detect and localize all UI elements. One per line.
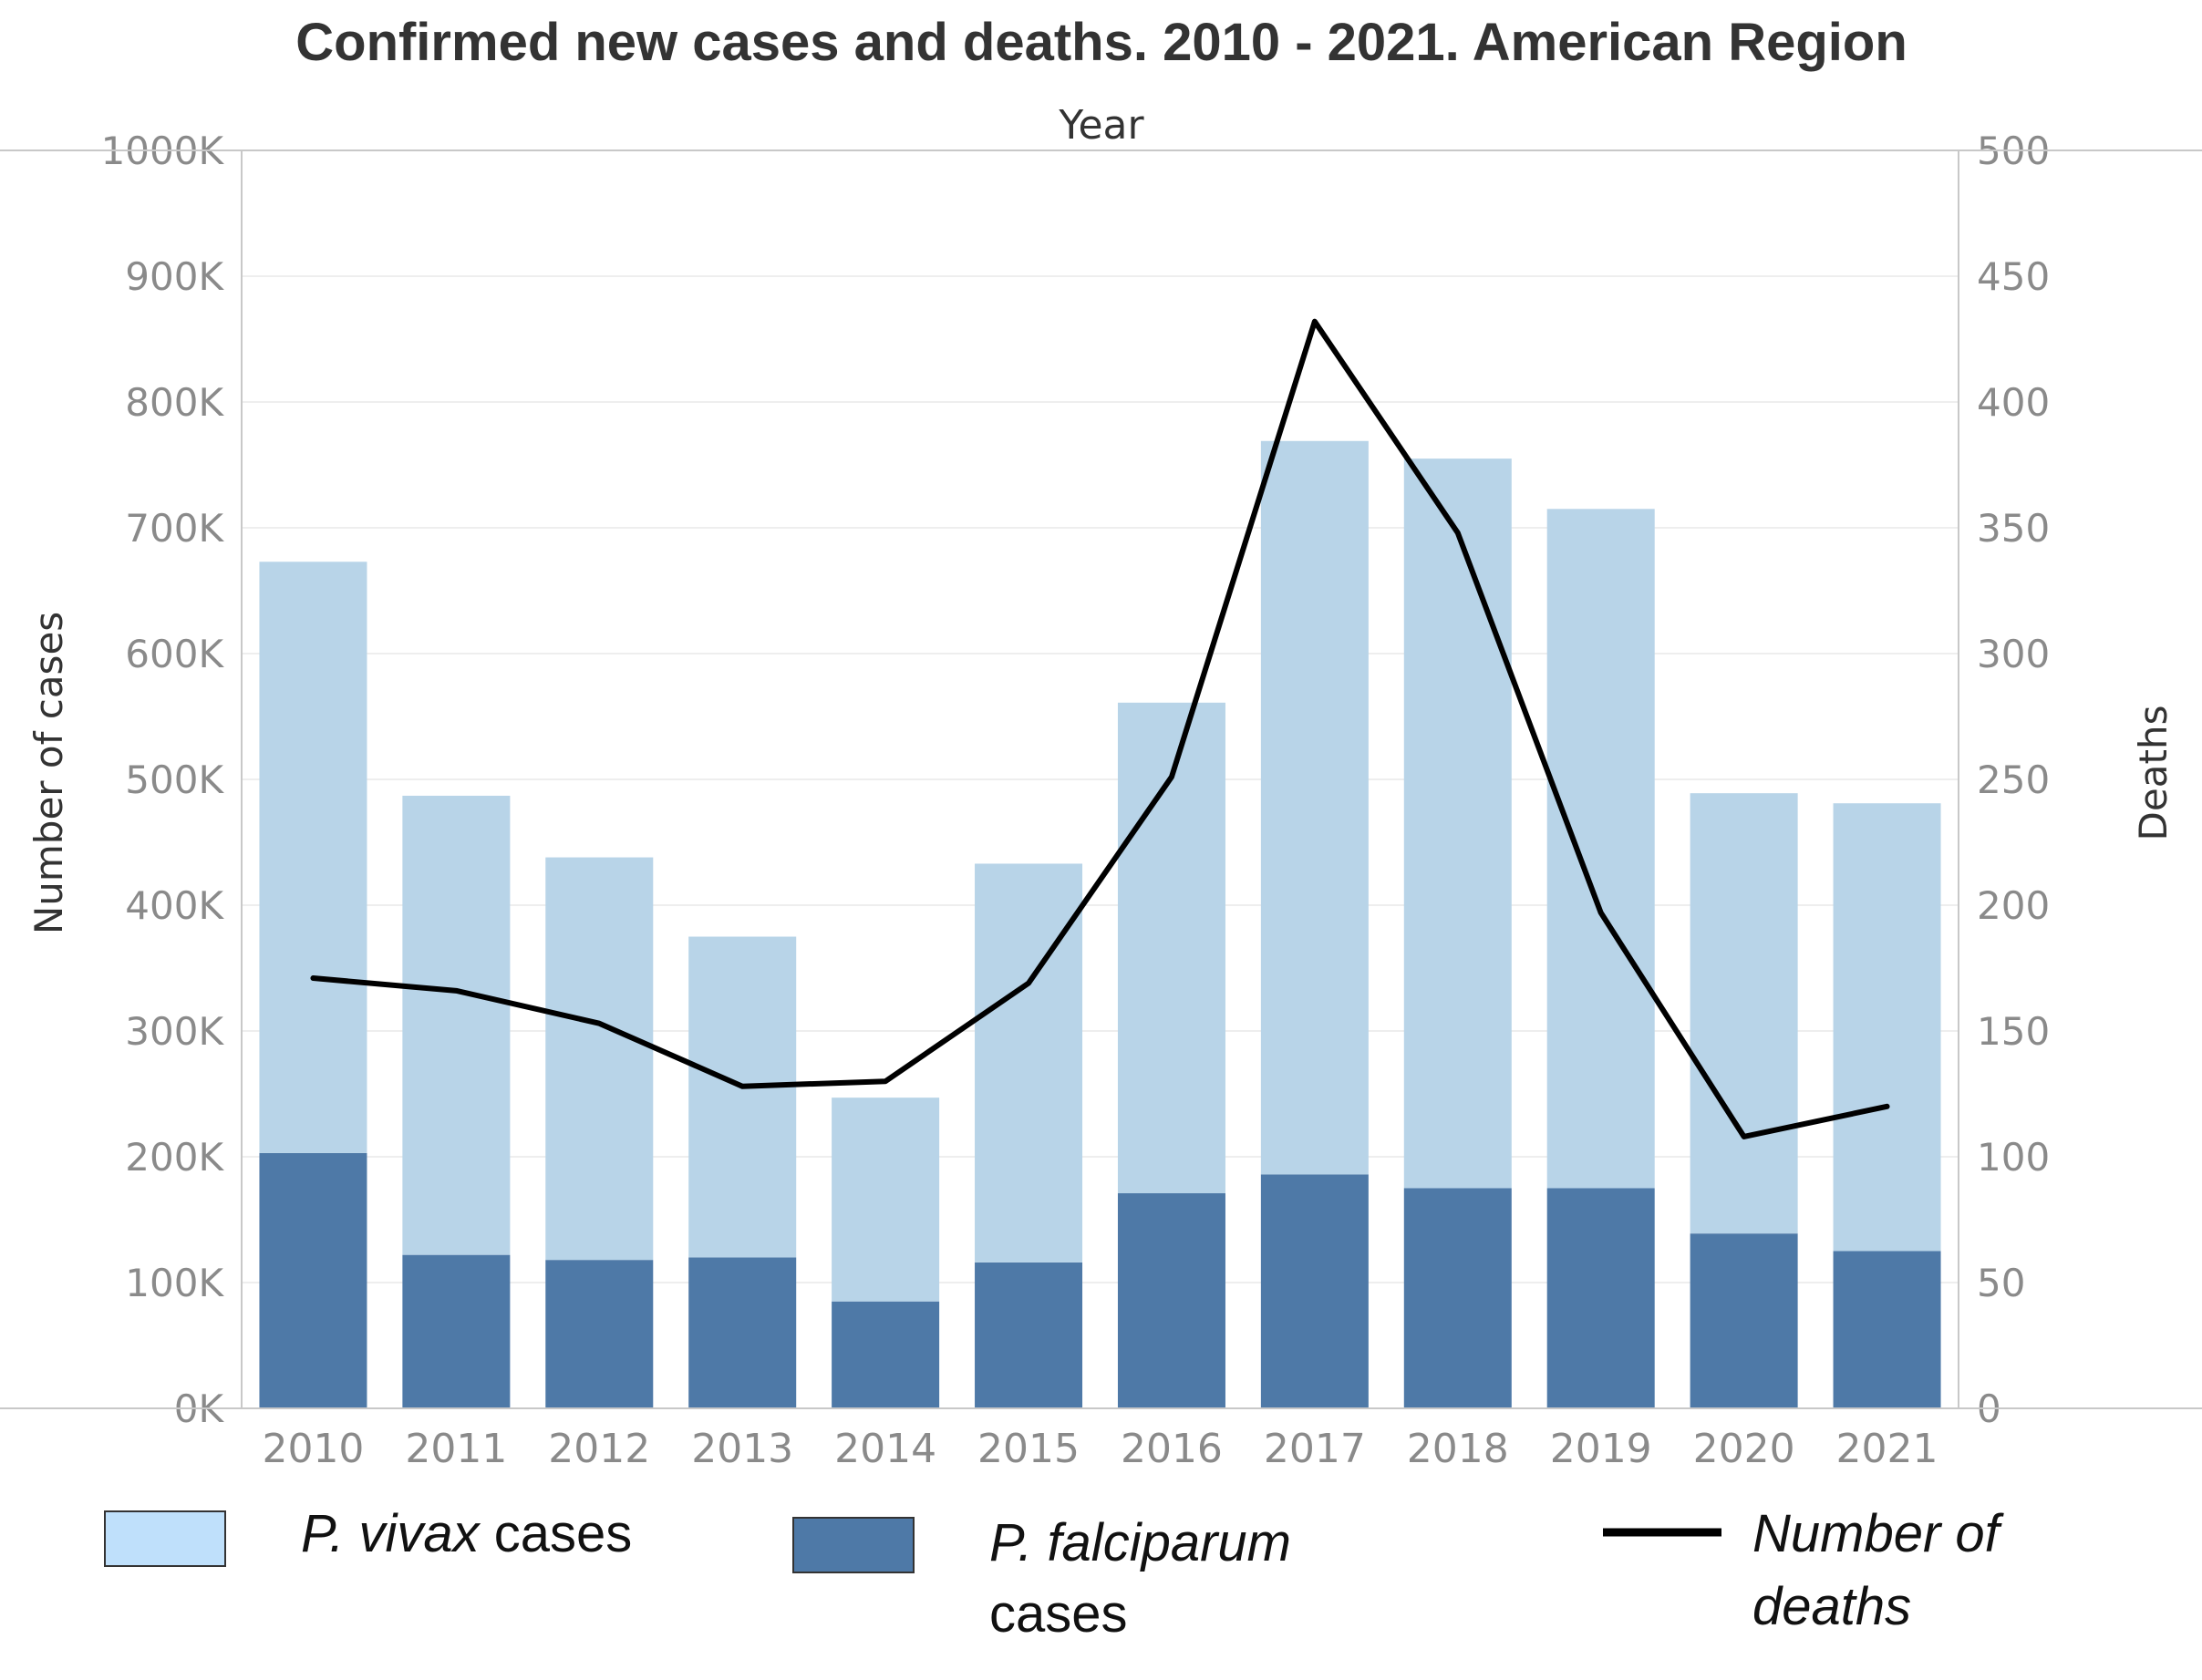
axes: 0K100K200K300K400K500K600K700K800K900K10…: [0, 129, 2202, 1472]
x-tick-label: 2020: [1693, 1426, 1795, 1472]
y2-tick-label: 300: [1977, 632, 2050, 676]
deaths-line-layer: [310, 318, 1890, 1139]
y-tick-label: 100K: [125, 1261, 224, 1305]
x-tick-label: 2011: [405, 1426, 507, 1472]
bar-falciparum: [832, 1301, 940, 1408]
x-tick-label: 2014: [834, 1426, 936, 1472]
x-tick-label: 2019: [1550, 1426, 1652, 1472]
bar-falciparum: [1546, 1188, 1655, 1408]
y2-tick-label: 250: [1977, 758, 2050, 802]
bar-falciparum: [1403, 1188, 1512, 1408]
y2-tick-label: 350: [1977, 506, 2050, 551]
x-tick-label: 2018: [1407, 1426, 1509, 1472]
y2-tick-label: 50: [1977, 1261, 2025, 1305]
gridlines: [242, 275, 1959, 1283]
bar-vivax: [1260, 440, 1369, 1175]
y-tick-label: 600K: [125, 632, 224, 676]
y-tick-label: 300K: [125, 1009, 224, 1054]
legend-label-falciparum-species: P. falciparum: [989, 1513, 1291, 1572]
bar-vivax: [1403, 459, 1512, 1189]
bar-vivax: [259, 562, 367, 1153]
x-tick-label: 2010: [262, 1426, 364, 1472]
legend-label-vivax-species: P. vivax: [301, 1504, 481, 1563]
bar-vivax: [832, 1098, 940, 1302]
y-tick-label: 900K: [125, 254, 224, 299]
bar-vivax: [1117, 702, 1225, 1194]
y-tick-label: 500K: [125, 758, 224, 802]
bar-falciparum: [1260, 1174, 1369, 1408]
x-axis-title: Year: [1058, 102, 1144, 149]
legend: P. vivax cases P. falciparum cases Numbe…: [104, 1504, 2005, 1644]
bar-falciparum: [1117, 1193, 1225, 1408]
y2-axis-title: Deaths: [2131, 706, 2176, 841]
y2-tick-label: 450: [1977, 254, 2050, 299]
bar-falciparum: [402, 1254, 511, 1408]
x-tick-label: 2012: [548, 1426, 650, 1472]
x-tick-label: 2017: [1264, 1426, 1366, 1472]
legend-label-deaths-line2: deaths: [1752, 1577, 1911, 1636]
chart-title: Confirmed new cases and deaths. 2010 - 2…: [295, 13, 1907, 72]
x-tick-label: 2015: [977, 1426, 1080, 1472]
legend-swatch-falciparum: [792, 1517, 915, 1573]
y-tick-label: 800K: [125, 380, 224, 425]
bar-vivax: [402, 795, 511, 1255]
bar-falciparum: [545, 1260, 654, 1408]
bar-vivax: [688, 936, 797, 1258]
bar-falciparum: [259, 1152, 367, 1408]
y2-tick-label: 100: [1977, 1135, 2050, 1180]
bar-falciparum: [1833, 1251, 1941, 1408]
bar-vivax: [1546, 509, 1655, 1189]
bars: [259, 440, 1941, 1408]
x-tick-label: 2021: [1836, 1426, 1938, 1472]
legend-label-vivax: P. vivax cases: [301, 1504, 632, 1563]
bar-falciparum: [688, 1257, 797, 1408]
x-tick-label: 2013: [691, 1426, 793, 1472]
legend-swatch-vivax: [104, 1510, 226, 1567]
bar-vivax: [545, 857, 654, 1261]
y2-tick-label: 200: [1977, 883, 2050, 928]
bar-vivax: [1833, 803, 1941, 1252]
y-axis-title: Number of cases: [26, 612, 71, 934]
x-tick-label: 2016: [1121, 1426, 1223, 1472]
deaths-line: [310, 318, 1890, 1139]
y-tick-label: 700K: [125, 506, 224, 551]
legend-label-vivax-suffix: cases: [480, 1504, 633, 1563]
legend-label-falciparum-suffix: cases: [989, 1584, 1128, 1644]
bar-falciparum: [975, 1262, 1083, 1408]
bar-vivax: [975, 863, 1083, 1263]
y2-tick-label: 150: [1977, 1009, 2050, 1054]
y-tick-label: 400K: [125, 883, 224, 928]
legend-label-deaths-line1: Number of: [1752, 1504, 2005, 1563]
bar-vivax: [1690, 793, 1798, 1234]
bar-falciparum: [1690, 1233, 1798, 1408]
y2-tick-label: 400: [1977, 380, 2050, 425]
y-tick-label: 200K: [125, 1135, 224, 1180]
